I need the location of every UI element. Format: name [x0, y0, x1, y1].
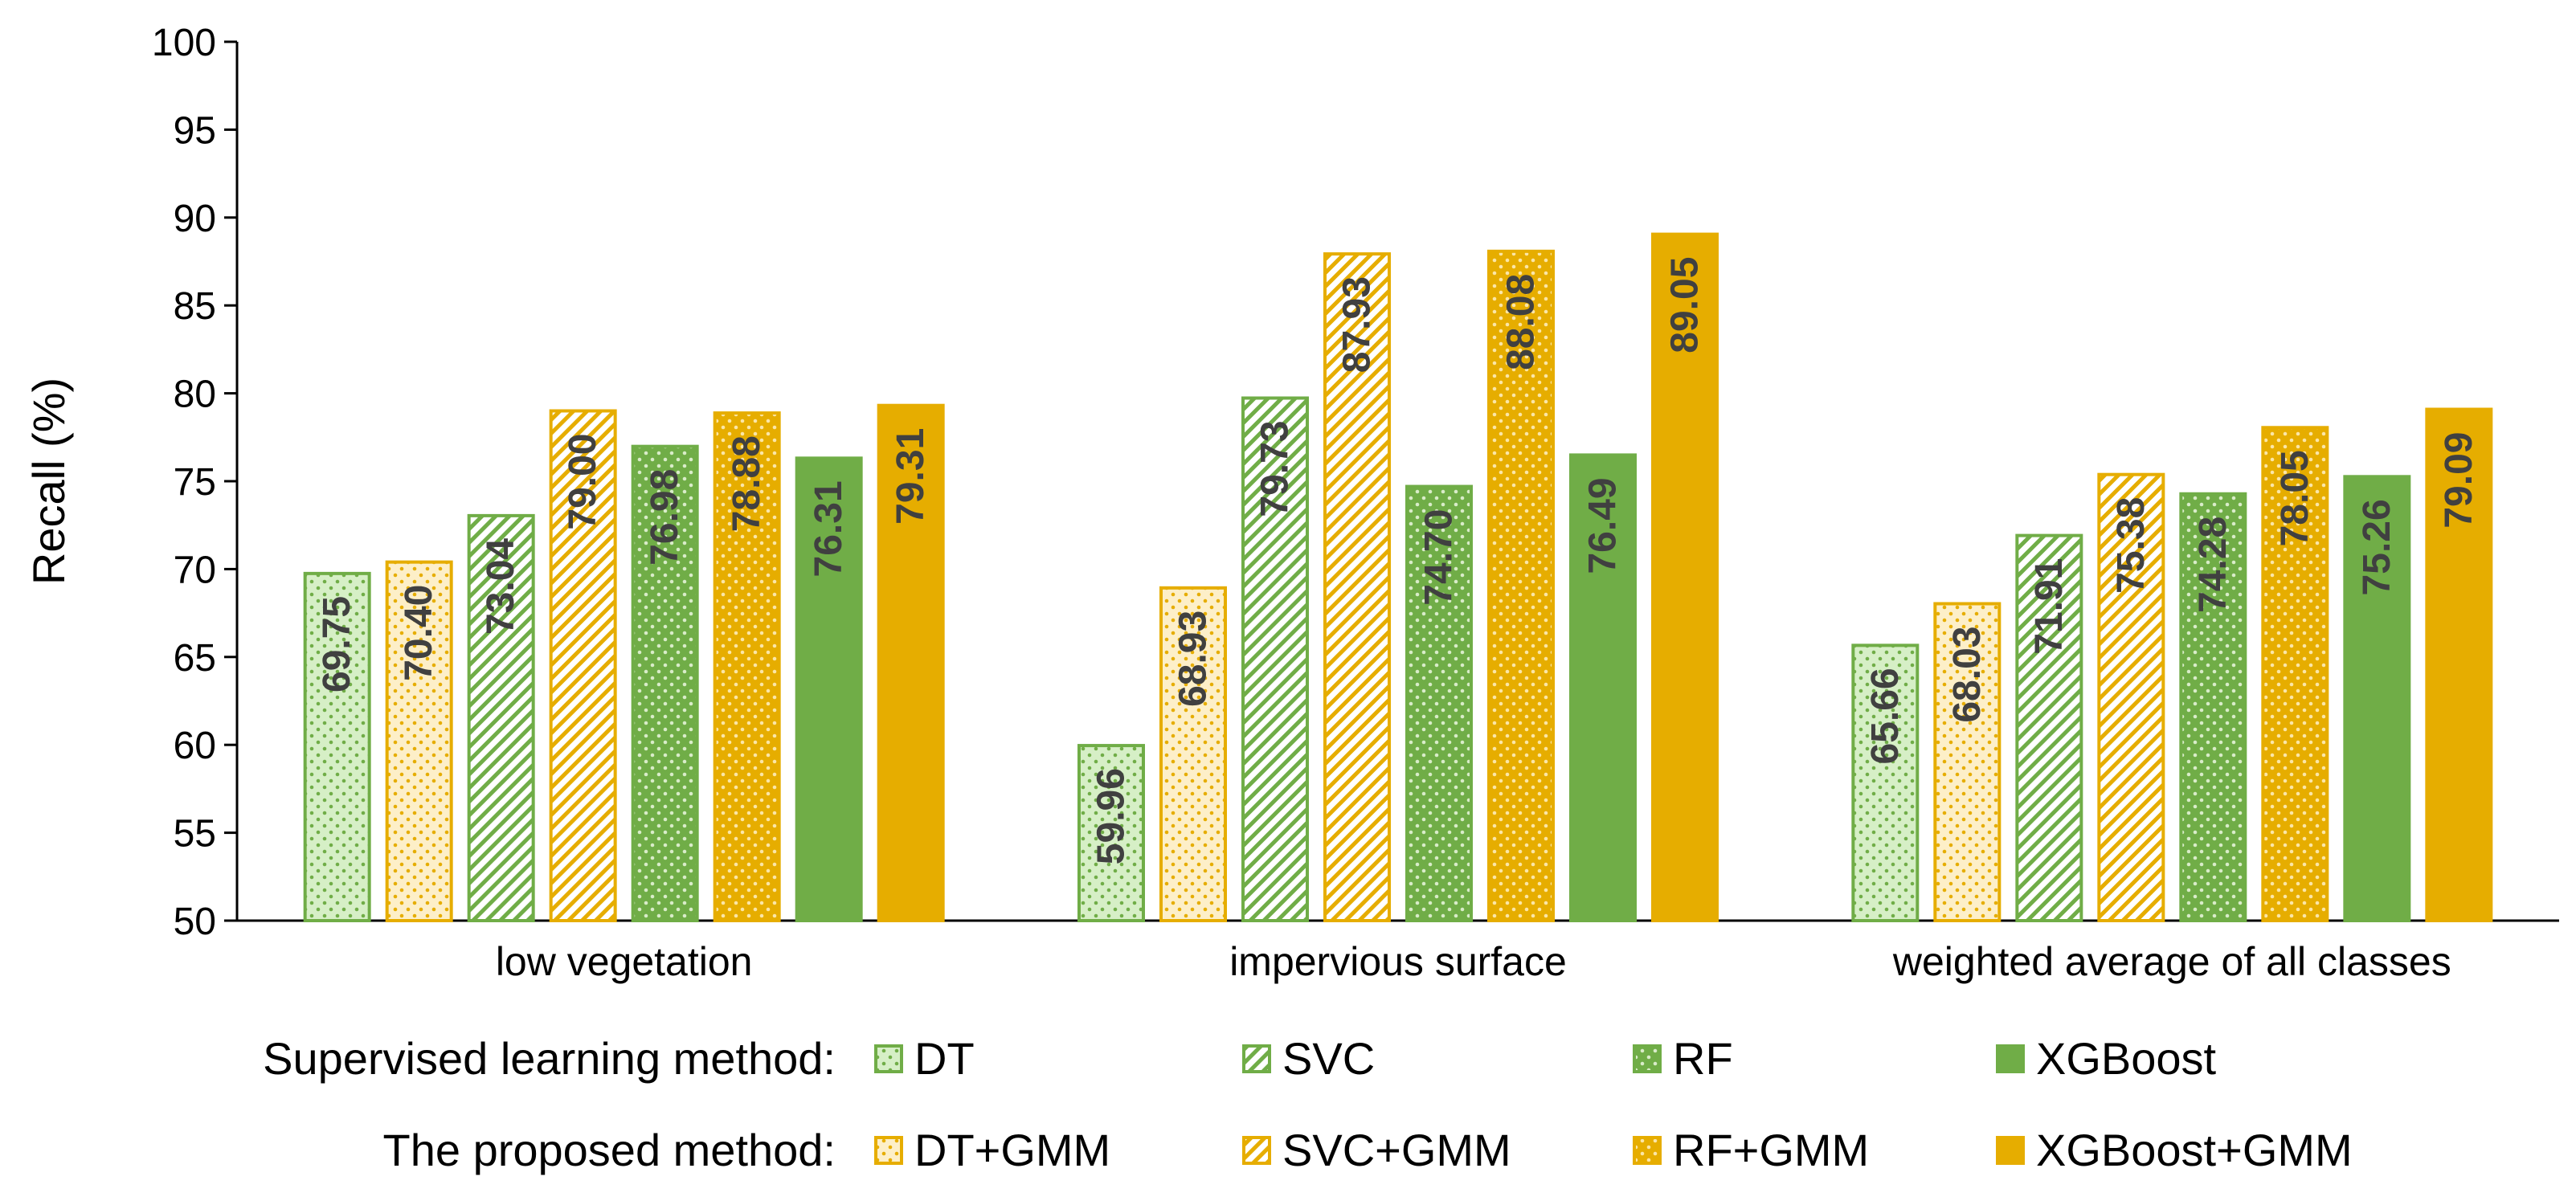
bar-xgboost-weighted-average-of-all-classes [2343, 475, 2411, 922]
y-tick-label: 70 [174, 549, 216, 591]
bar-value-label: 89.05 [1664, 257, 1707, 353]
legend-label-xgboost-plus-gmm: XGBoost+GMM [2036, 1125, 2353, 1175]
legend-row-title: The proposed method: [383, 1125, 836, 1175]
legend-label-xgboost: XGBoost [2036, 1033, 2217, 1084]
bar-value-labels: 69.75 70.40 73.04 79.00 76.98 78.88 76.31 79.31… [316, 257, 2480, 865]
bar-value-label: 79.73 [1254, 421, 1297, 517]
legend-label-svc-plus-gmm: SVC+GMM [1282, 1125, 1511, 1175]
y-tick-label: 60 [174, 725, 216, 767]
bar-value-label: 75.26 [2356, 499, 2398, 595]
bar-value-label: 76.31 [808, 480, 850, 577]
y-tick-label: 80 [174, 374, 216, 416]
legend-swatch-xgboost-plus-gmm [1996, 1136, 2025, 1165]
bar-dt-low-vegetation [303, 571, 371, 922]
bar-value-label: 70.40 [398, 585, 440, 681]
legend-label-dt: DT [914, 1033, 975, 1084]
legend-label-dt-plus-gmm: DT+GMM [914, 1125, 1110, 1175]
bar-xgboost-plus-gmm-low-vegetation [877, 403, 945, 922]
bar-svc-plus-gmm-impervious-surface [1323, 252, 1391, 922]
bars [303, 232, 2493, 923]
bar-dt-impervious-surface [1077, 744, 1145, 922]
bar-svc-plus-gmm-weighted-average-of-all-classes [2097, 472, 2165, 922]
bar-value-label: 79.31 [889, 428, 932, 525]
bar-value-label: 76.49 [1582, 477, 1625, 574]
bar-value-label: 59.96 [1090, 768, 1133, 864]
bar-value-label: 74.28 [2192, 517, 2235, 613]
legend-swatch-dt-plus-gmm [874, 1136, 903, 1165]
bar-value-label: 69.75 [316, 596, 358, 692]
bar-value-label: 68.03 [1946, 627, 1989, 723]
bar-rf-low-vegetation [631, 444, 699, 922]
x-category-label: low vegetation [496, 939, 753, 984]
bar-svc-impervious-surface [1241, 396, 1309, 922]
y-tick-label: 85 [174, 285, 216, 328]
bar-value-label: 87.93 [1336, 276, 1379, 373]
legend-swatch-xgboost [1996, 1044, 2025, 1073]
legend-swatch-svc [1242, 1044, 1271, 1073]
bar-rf-plus-gmm-impervious-surface [1487, 249, 1555, 923]
bar-rf-plus-gmm-low-vegetation [713, 411, 781, 922]
y-tick-label: 100 [152, 22, 216, 64]
y-axis-label: Recall (%) [23, 378, 74, 585]
x-category-label: weighted average of all classes [1892, 939, 2451, 984]
legend-swatch-svc-plus-gmm [1242, 1136, 1271, 1165]
bar-value-label: 76.98 [644, 469, 686, 566]
bar-dt-weighted-average-of-all-classes [1851, 643, 1920, 922]
y-tick-label: 50 [174, 901, 216, 943]
bar-value-label: 79.00 [562, 433, 604, 529]
bar-svc-weighted-average-of-all-classes [2015, 533, 2083, 922]
bar-rf-plus-gmm-weighted-average-of-all-classes [2261, 426, 2329, 922]
legend-swatch-rf-plus-gmm [1633, 1136, 1662, 1165]
bar-xgboost-plus-gmm-impervious-surface [1651, 232, 1719, 922]
bar-value-label: 73.04 [480, 538, 522, 635]
bar-dt-plus-gmm-weighted-average-of-all-classes [1933, 602, 2002, 922]
bar-value-label: 75.38 [2110, 497, 2153, 594]
bar-value-label: 71.91 [2028, 558, 2071, 655]
legend-label-rf: RF [1673, 1033, 1733, 1084]
bar-dt-plus-gmm-impervious-surface [1159, 586, 1227, 922]
y-tick-label: 90 [174, 198, 216, 240]
bar-value-label: 78.05 [2274, 450, 2316, 546]
legend-label-rf-plus-gmm: RF+GMM [1673, 1125, 1869, 1175]
bar-value-label: 88.08 [1500, 274, 1543, 370]
bar-rf-weighted-average-of-all-classes [2179, 492, 2247, 922]
y-tick-label: 75 [174, 461, 216, 504]
x-category-label: impervious surface [1229, 939, 1567, 984]
bar-dt-plus-gmm-low-vegetation [385, 560, 453, 922]
y-tick-label: 95 [174, 109, 216, 152]
bar-value-label: 68.93 [1172, 611, 1215, 707]
legend-row-title: Supervised learning method: [263, 1033, 836, 1084]
bar-svc-low-vegetation [467, 513, 535, 923]
bar-xgboost-plus-gmm-weighted-average-of-all-classes [2425, 407, 2493, 922]
bar-svc-plus-gmm-low-vegetation [549, 409, 617, 923]
bar-xgboost-impervious-surface [1569, 453, 1637, 922]
bar-value-label: 74.70 [1418, 509, 1461, 606]
legend-swatch-dt [874, 1044, 903, 1073]
axes: 50 55 60 65 70 75 80 85 90 95 100 Recall (%) low veg… [23, 22, 2559, 984]
y-tick-label: 65 [174, 637, 216, 680]
bar-xgboost-low-vegetation [795, 456, 863, 922]
legend-swatch-rf [1633, 1044, 1662, 1073]
bar-rf-impervious-surface [1405, 484, 1473, 922]
legend-label-svc: SVC [1282, 1033, 1375, 1084]
bar-value-label: 65.66 [1864, 668, 1907, 764]
legend: Supervised learning method: DT SVC RF XGBoos… [263, 1033, 2353, 1175]
y-tick-label: 55 [174, 813, 216, 856]
bar-value-label: 78.88 [726, 435, 768, 532]
bar-value-label: 79.09 [2438, 432, 2480, 529]
